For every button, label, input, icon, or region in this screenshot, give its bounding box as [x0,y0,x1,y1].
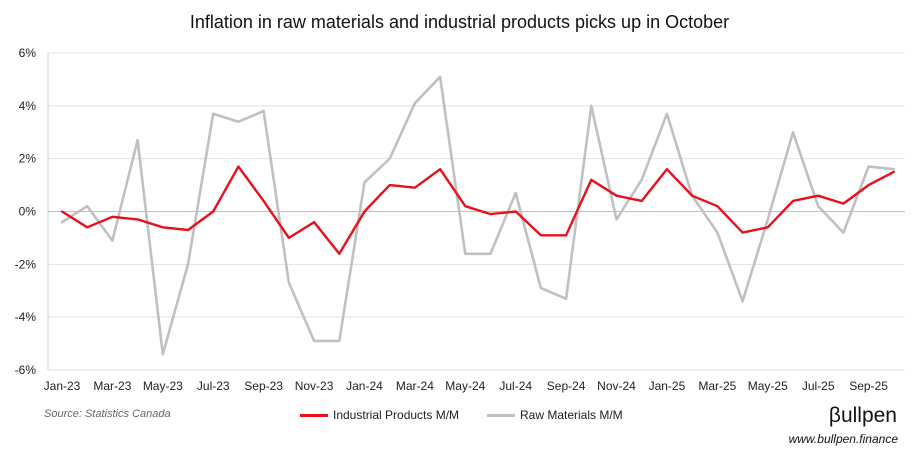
x-tick-label: Jul-25 [802,379,835,393]
x-tick-label: Nov-23 [295,379,334,393]
legend-label-raw: Raw Materials M/M [520,408,623,422]
x-tick-label: Jan-24 [346,379,383,393]
x-tick-label: Jan-23 [44,379,81,393]
legend-item-raw: Raw Materials M/M [487,408,623,422]
y-tick-label: -4% [15,310,37,324]
x-tick-label: Mar-25 [698,379,736,393]
chart-title: Inflation in raw materials and industria… [189,12,730,32]
source-note: Source: Statistics Canada [44,408,171,420]
x-tick-label: Mar-24 [396,379,434,393]
tick-labels: 6% 4% 2% 0% -2% -4% -6% Jan-23 Mar-23 May-23 Jul-2… [15,46,889,393]
x-tick-label: May-24 [445,379,485,393]
axes [47,53,905,370]
legend-item-industrial: Industrial Products M/M [300,408,459,422]
x-tick-label: Mar-23 [93,379,131,393]
x-tick-label: Nov-24 [597,379,636,393]
legend-swatch-raw [487,414,515,418]
series-lines [60,75,896,356]
x-tick-label: Sep-24 [547,379,586,393]
brand-logo: βullpen [828,404,897,427]
x-tick-label: Sep-25 [849,379,888,393]
x-tick-label: Jul-24 [499,379,532,393]
y-tick-label: 2% [19,152,37,166]
x-tick-label: Jul-23 [197,379,230,393]
y-tick-label: -6% [15,363,37,377]
y-tick-label: 6% [19,46,37,60]
x-tick-label: Jan-25 [649,379,686,393]
y-tick-label: 4% [19,99,37,113]
grid-lines [48,52,905,371]
x-tick-label: Sep-23 [244,379,283,393]
series-line-raw-materials [60,75,896,356]
y-tick-label: -2% [15,257,37,271]
x-tick-label: May-23 [143,379,183,393]
legend-label-industrial: Industrial Products M/M [333,408,460,422]
website-link[interactable]: www.bullpen.finance [788,432,898,446]
y-tick-label: 0% [19,205,37,219]
legend-swatch-industrial [300,414,328,418]
x-tick-label: May-25 [748,379,788,393]
series-line-industrial-products [60,165,895,256]
